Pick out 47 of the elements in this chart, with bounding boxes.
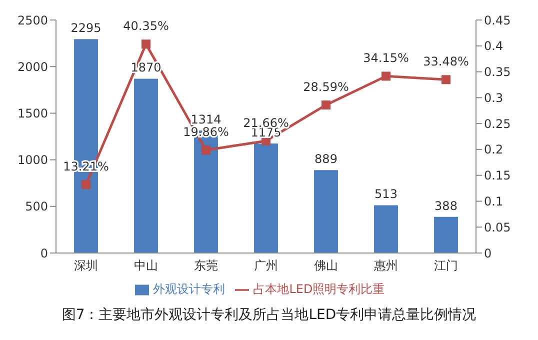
y-tick-label: 0 xyxy=(40,246,48,260)
caption: 图7：主要地市外观设计专利及所占当地LED专利申请总量比例情况 xyxy=(60,306,478,324)
y2-tick-label: 0 xyxy=(484,246,492,260)
data-label: 34.15% xyxy=(363,51,409,66)
x-tick-label: 深圳 xyxy=(74,258,98,273)
data-label: 513 xyxy=(374,187,398,202)
y2-tick-label: 0.4 xyxy=(484,39,504,54)
point xyxy=(442,75,450,84)
data-label: 889 xyxy=(314,152,338,166)
y2-tick-label: 0.3 xyxy=(484,90,504,105)
x-tick-label: 广州 xyxy=(254,258,278,273)
legend-label: 占本地LED照明专利比重 xyxy=(253,282,385,296)
data-label: 2295 xyxy=(70,21,102,36)
legend-label: 外观设计专利 xyxy=(153,282,226,296)
y2-tick-label: 0.05 xyxy=(484,220,511,234)
data-label: 33.48% xyxy=(423,54,469,69)
bar xyxy=(314,170,338,253)
x-tick-label: 江门 xyxy=(434,258,458,273)
x-tick-label: 佛山 xyxy=(314,258,338,273)
x-tick-label: 中山 xyxy=(134,258,158,273)
bar xyxy=(254,143,278,253)
y-tick-label: 500 xyxy=(25,200,48,214)
bar xyxy=(434,216,458,253)
y2-tick-label: 0.25 xyxy=(484,116,511,131)
y-tick-label: 2500 xyxy=(17,13,48,28)
point xyxy=(82,180,90,190)
y-tick-label: 1000 xyxy=(17,153,48,168)
y-tick-label: 1500 xyxy=(17,106,48,120)
y2-tick-label: 0.2 xyxy=(484,142,504,157)
point xyxy=(142,40,150,49)
bar xyxy=(374,205,398,253)
y2-tick-label: 0.45 xyxy=(484,13,511,28)
data-label: 13.21% xyxy=(63,160,109,174)
data-label: 388 xyxy=(434,198,458,213)
y-tick-label: 2000 xyxy=(17,60,48,74)
x-tick-label: 东莞 xyxy=(194,258,218,273)
point xyxy=(202,146,210,155)
data-label: 40.35% xyxy=(123,19,169,34)
point xyxy=(382,72,390,81)
y2-tick-label: 0.15 xyxy=(484,168,511,183)
data-label: 1314 xyxy=(190,112,222,127)
y2-tick-label: 0.1 xyxy=(484,194,504,208)
bar xyxy=(134,78,158,253)
x-tick-label: 惠州 xyxy=(373,258,398,273)
point xyxy=(322,100,330,110)
y2-tick-label: 0.35 xyxy=(484,65,511,80)
data-label: 28.59% xyxy=(303,80,349,94)
